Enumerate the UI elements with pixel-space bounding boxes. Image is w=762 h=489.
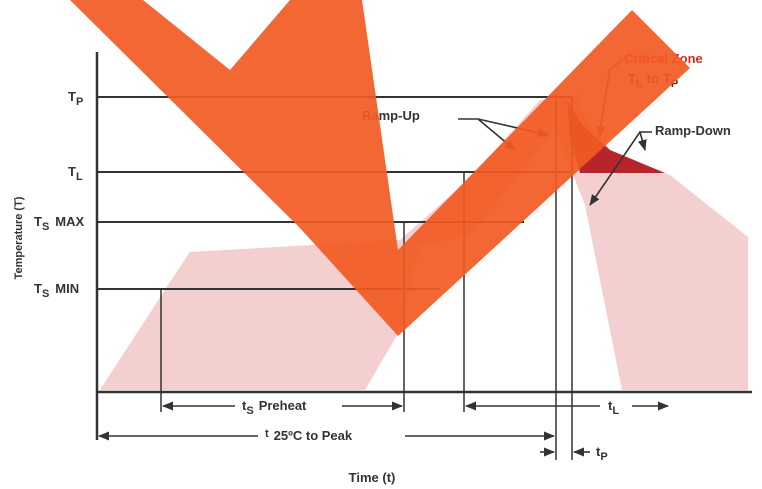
preheat-label: tS Preheat — [242, 398, 307, 417]
tp-level-label: TP — [68, 89, 83, 108]
overlay-checkmark — [70, 0, 690, 336]
ts-max-level-label: TS MAX — [34, 214, 85, 233]
tl-duration-label: tL — [608, 398, 619, 417]
ramp-down-label: Ramp-Down — [655, 123, 731, 138]
y-axis-label: Temperature (T) — [13, 196, 25, 279]
ts-min-level-label: TS MIN — [34, 281, 79, 300]
tp-duration-label: tP — [596, 444, 608, 463]
peak-label: t 25ºC to Peak — [265, 428, 353, 443]
tl-level-label: TL — [68, 164, 83, 183]
x-axis-label: Time (t) — [349, 470, 396, 485]
ramp-down-arrow-2 — [589, 131, 641, 206]
ramp-down-arrow-1 — [637, 131, 652, 152]
